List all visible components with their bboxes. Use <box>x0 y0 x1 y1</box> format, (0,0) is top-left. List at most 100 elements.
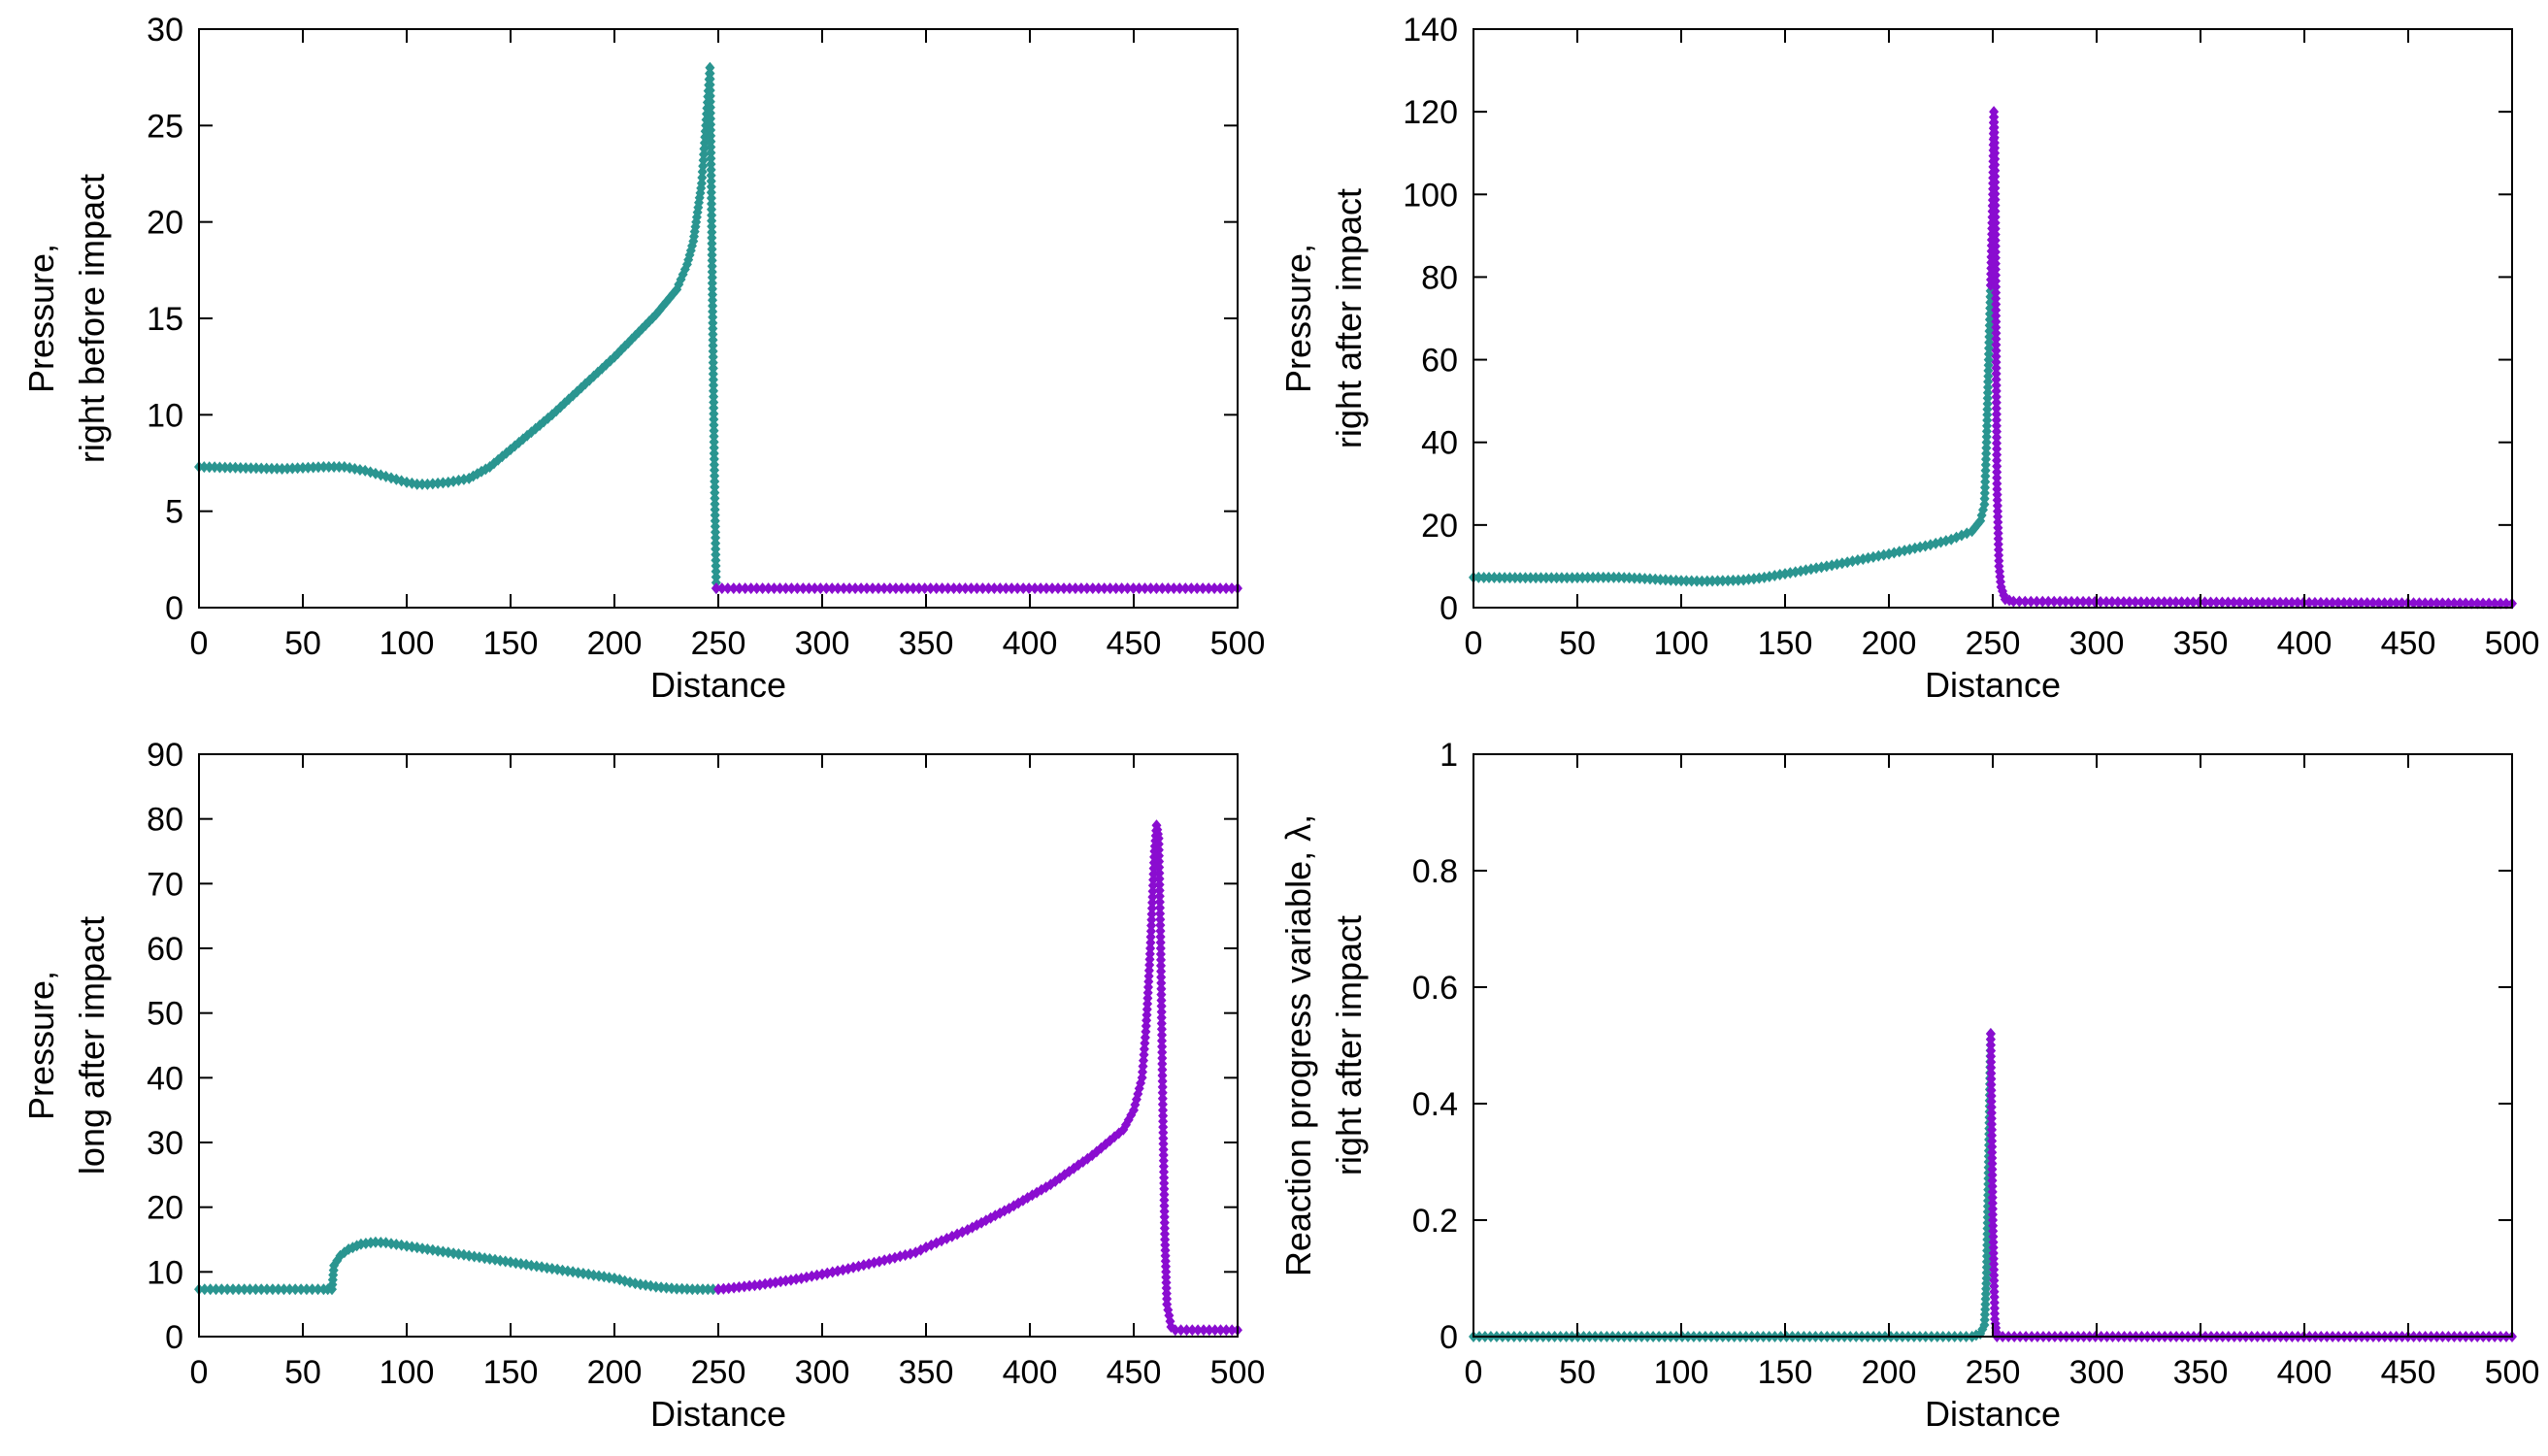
data-point <box>230 461 241 474</box>
data-point <box>734 582 745 595</box>
data-point <box>1163 582 1174 595</box>
x-tick-label: 100 <box>1654 1354 1709 1391</box>
data-point <box>1175 582 1185 595</box>
x-tick-label: 50 <box>284 1354 321 1391</box>
series-markers-teal <box>1469 279 1996 587</box>
data-point <box>1198 582 1208 595</box>
data-point <box>1075 582 1086 595</box>
data-point <box>488 457 499 470</box>
data-point <box>1116 582 1127 595</box>
data-point <box>2217 596 2228 609</box>
data-point <box>2130 596 2140 609</box>
x-tick-label: 450 <box>1107 625 1162 662</box>
data-point <box>1157 582 1168 595</box>
data-point <box>2170 596 2181 609</box>
data-point <box>2484 597 2495 610</box>
data-point <box>1484 572 1494 583</box>
data-point <box>1105 582 1115 595</box>
data-point <box>844 582 855 595</box>
data-point <box>2020 595 2031 608</box>
data-point <box>989 582 1000 595</box>
data-point <box>2240 596 2251 609</box>
data-point <box>2501 597 2511 610</box>
data-point <box>1169 582 1179 595</box>
data-point <box>1007 582 1017 595</box>
data-point <box>1619 572 1630 584</box>
data-point <box>1099 582 1109 595</box>
data-point <box>284 1283 295 1296</box>
y-tick-label: 40 <box>1421 425 1458 462</box>
data-point <box>960 582 971 595</box>
data-point <box>1209 582 1220 595</box>
data-point <box>908 582 918 595</box>
y-tick-label: 80 <box>147 802 183 839</box>
x-tick-label: 350 <box>2173 1354 2229 1391</box>
x-tick-label: 200 <box>1862 1354 1917 1391</box>
y-tick-label: 40 <box>147 1060 183 1097</box>
data-point <box>210 461 220 474</box>
chart-reaction-progress-lambda: 0 50 100 150 200 250 300 350 400 450 500 0 0.2 0.4 0.6… <box>1278 737 2539 1434</box>
series-line-purple <box>1988 1034 2512 1339</box>
data-point <box>216 1283 227 1296</box>
x-axis-label: Distance <box>1925 1394 2061 1434</box>
data-point <box>775 582 785 595</box>
data-point <box>681 1283 692 1295</box>
data-point <box>786 582 797 595</box>
data-point <box>2153 596 2164 609</box>
y-tick-label: 60 <box>1421 343 1458 380</box>
data-point <box>757 582 768 595</box>
y-tick-label: 0.4 <box>1412 1086 1458 1123</box>
data-point <box>1681 575 1692 587</box>
data-point <box>1140 582 1150 595</box>
data-point <box>2373 597 2384 610</box>
y-tick-label: 10 <box>147 397 183 434</box>
data-point <box>2096 596 2105 608</box>
x-tick-label: 400 <box>1003 1354 1058 1391</box>
data-point <box>225 461 236 474</box>
data-point <box>1604 571 1614 583</box>
y-tick-label: 15 <box>147 301 183 338</box>
y-tick-label: 90 <box>147 737 183 774</box>
data-point <box>2118 596 2129 609</box>
data-point <box>2078 595 2089 608</box>
data-point <box>983 582 994 595</box>
x-tick-label: 300 <box>795 625 850 662</box>
y-tick-label: 0 <box>165 590 183 627</box>
y-tick-label: 0.6 <box>1412 970 1458 1007</box>
data-point <box>1494 572 1505 584</box>
data-point <box>1676 575 1686 587</box>
data-point <box>282 462 292 475</box>
y-axis-label-line: right after impact <box>1329 188 1369 448</box>
x-tick-label: 350 <box>2173 625 2229 662</box>
x-tick-label: 0 <box>1465 625 1483 662</box>
chart-pressure-before-impact: 0 50 100 150 200 250 300 350 400 450 500 0 5 10 15 20 25… <box>21 12 1265 705</box>
data-point <box>292 462 303 475</box>
data-point <box>931 582 942 595</box>
y-axis-label-line: right before impact <box>72 174 112 463</box>
data-point <box>2032 595 2042 608</box>
data-point <box>2043 595 2054 608</box>
y-axis-label-line: right after impact <box>1329 915 1369 1175</box>
x-tick-label: 250 <box>1966 1354 2021 1391</box>
data-point <box>1728 574 1738 586</box>
data-point <box>272 462 282 475</box>
data-point <box>267 1283 278 1296</box>
y-tick-label: 0 <box>165 1319 183 1356</box>
data-point <box>672 1282 682 1295</box>
y-tick-label: 60 <box>147 931 183 968</box>
data-point <box>1001 582 1011 595</box>
data-point <box>827 582 838 595</box>
data-point <box>2338 597 2349 609</box>
y-tick-label: 1 <box>1439 737 1458 774</box>
data-point <box>2466 597 2477 610</box>
data-point <box>878 582 889 595</box>
data-point <box>751 582 762 595</box>
data-point <box>370 1236 381 1248</box>
data-point <box>972 582 982 595</box>
data-point <box>2188 596 2199 609</box>
y-tick-label: 0.2 <box>1412 1203 1458 1240</box>
data-point <box>937 582 947 595</box>
data-point <box>815 582 826 595</box>
x-tick-label: 0 <box>190 625 209 662</box>
data-point <box>376 1237 386 1248</box>
